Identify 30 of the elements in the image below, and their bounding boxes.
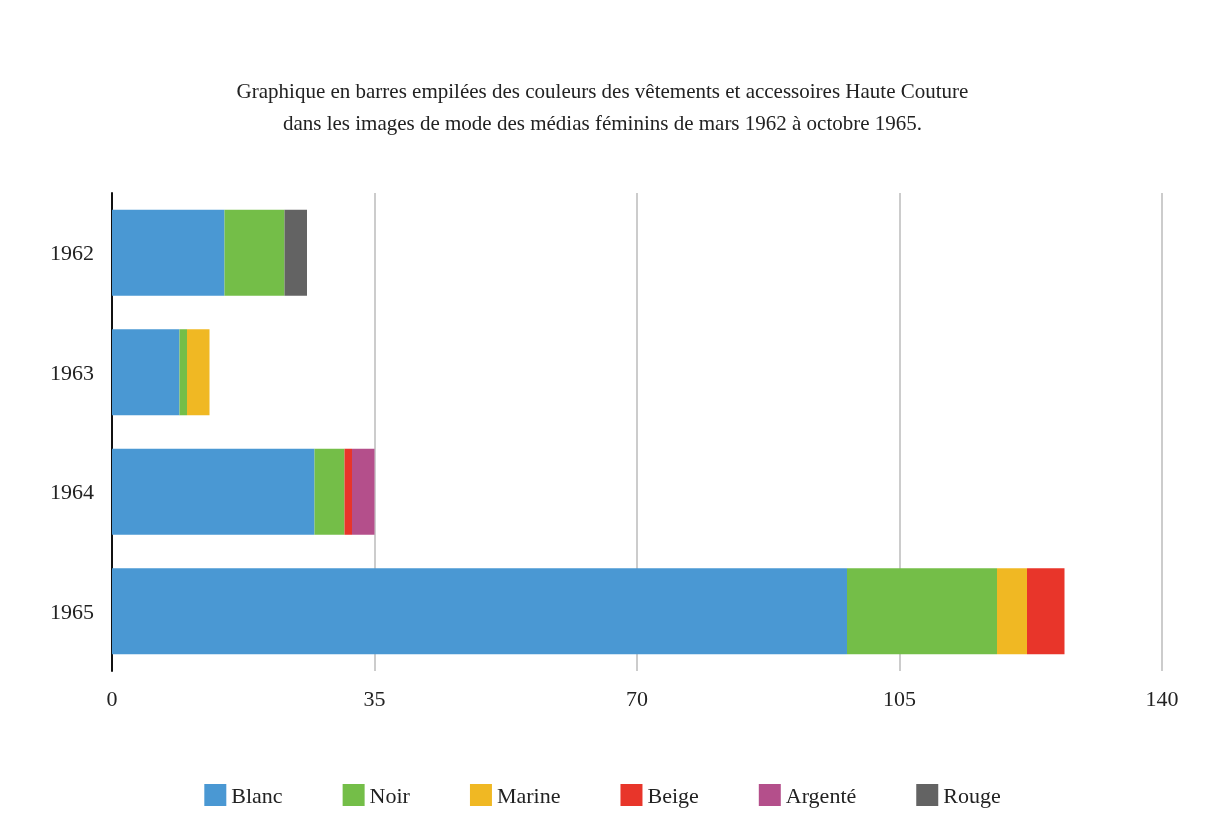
legend-label: Marine xyxy=(496,782,561,808)
bar xyxy=(352,448,375,535)
bar xyxy=(224,209,285,296)
bar xyxy=(112,329,180,416)
legend-label: Beige xyxy=(647,782,699,808)
bar xyxy=(1027,568,1065,655)
y-tick-label: 1964 xyxy=(50,479,94,505)
y-tick-label: 1963 xyxy=(50,359,94,385)
legend-label: Noir xyxy=(369,782,411,808)
x-tick-label: 140 xyxy=(1145,685,1179,711)
y-tick-label: 1962 xyxy=(50,240,94,266)
bar xyxy=(284,209,307,296)
chart-title: Graphique en barres empilées des couleurs des vêtements et accessoires Haute Couture dans les images de mode des médias féminins de mars 1962 à octobre 1965. xyxy=(236,79,969,135)
x-tick-label: 70 xyxy=(626,685,648,711)
bar xyxy=(344,448,352,535)
legend-label: Blanc xyxy=(231,782,283,808)
x-tick-label: 105 xyxy=(883,685,916,711)
bar xyxy=(314,448,345,535)
x-tick-label: 35 xyxy=(363,685,386,711)
bar xyxy=(112,448,315,535)
bar xyxy=(847,568,997,655)
bar xyxy=(112,209,225,296)
x-tick-label: 0 xyxy=(106,685,118,711)
legend-label: Argenté xyxy=(785,782,857,808)
bar xyxy=(179,329,187,416)
legend-label: Rouge xyxy=(943,782,1001,808)
y-tick-label: 1965 xyxy=(50,598,94,624)
bar xyxy=(997,568,1027,655)
bar xyxy=(187,329,210,416)
bar xyxy=(112,568,847,655)
